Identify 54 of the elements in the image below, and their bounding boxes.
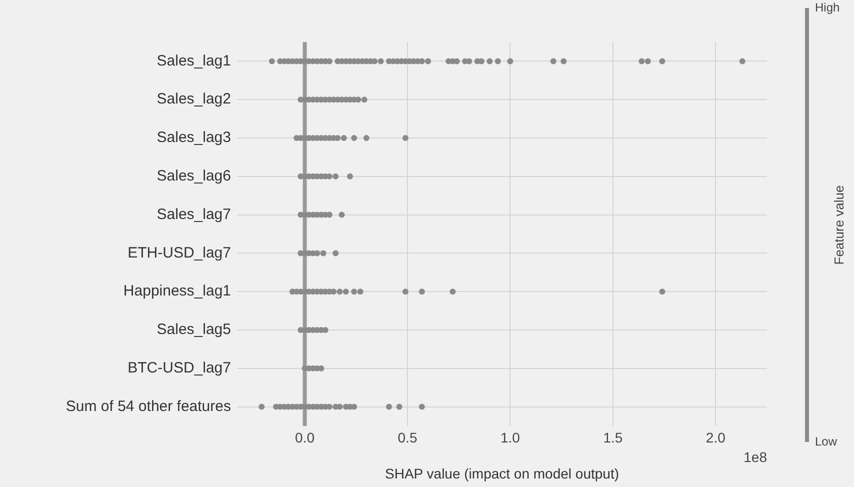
point — [351, 288, 358, 295]
point — [320, 250, 326, 256]
text: 1e8 — [744, 448, 768, 465]
point — [351, 135, 358, 141]
point — [402, 135, 408, 141]
point — [386, 404, 392, 410]
point — [361, 96, 368, 103]
point — [486, 58, 493, 64]
point — [739, 58, 746, 64]
y-tick-label: Sales_lag1 — [156, 52, 231, 70]
point — [336, 288, 343, 295]
x-tick-label: 1.0 — [500, 429, 520, 446]
point — [332, 250, 339, 256]
y-tick-label: Sales_lag3 — [156, 129, 231, 146]
y-tick-label: Sales_lag2 — [156, 90, 231, 108]
point — [644, 58, 651, 64]
point — [268, 58, 275, 64]
y-tick-label: Sum of 54 other features — [66, 398, 231, 415]
point — [338, 212, 345, 218]
point — [560, 58, 567, 64]
x-tick-label: 1.5 — [603, 429, 623, 446]
point — [418, 404, 425, 410]
point — [396, 404, 402, 410]
point — [659, 58, 666, 64]
text: Low — [815, 434, 838, 448]
point — [450, 288, 456, 295]
text: High — [815, 0, 840, 14]
y-tick-label: Sales_lag5 — [156, 321, 231, 338]
point — [357, 288, 364, 295]
point — [363, 135, 370, 141]
y-tick-label: ETH-USD_lag7 — [128, 244, 231, 262]
y-tick-label: Sales_lag6 — [156, 168, 231, 185]
point — [340, 135, 347, 141]
color-bar-title: Feature value — [832, 185, 847, 265]
point — [425, 58, 432, 64]
y-tick-label: Sales_lag7 — [156, 206, 231, 223]
point — [550, 58, 556, 64]
x-axis-title: SHAP value (impact on model output) — [385, 465, 619, 482]
point — [378, 58, 384, 64]
point — [342, 288, 349, 295]
x-tick-label: 2.0 — [706, 429, 726, 446]
y-tick-label: BTC-USD_lag7 — [128, 360, 231, 377]
point — [346, 173, 353, 180]
point — [332, 173, 339, 180]
point — [258, 404, 265, 410]
point — [494, 58, 501, 64]
y-tick-label: Happiness_lag1 — [123, 282, 231, 300]
x-tick-label: 0.0 — [295, 429, 315, 446]
point — [659, 288, 666, 295]
point — [418, 288, 425, 295]
point — [638, 58, 645, 64]
x-tick-label: 0.5 — [398, 429, 418, 446]
point — [507, 58, 514, 64]
point — [402, 288, 408, 295]
